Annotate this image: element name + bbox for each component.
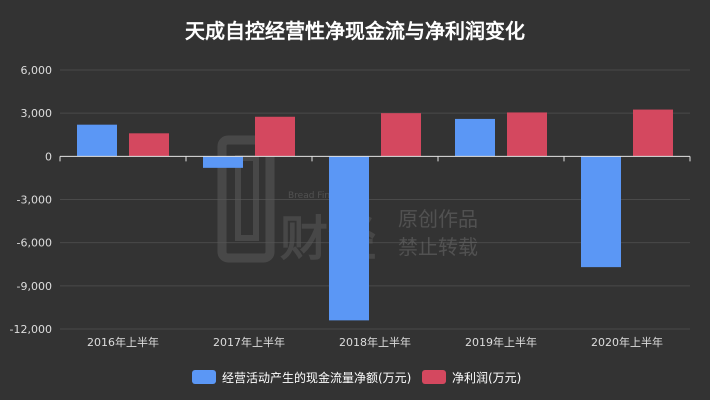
watermark-logo-inner: [235, 155, 259, 241]
net-profit-bar: [633, 109, 673, 157]
watermark-line2: 禁止转载: [398, 235, 478, 259]
x-tick-label: 2017年上半年: [213, 335, 285, 349]
net-profit-bar: [507, 112, 547, 157]
chart-title: 天成自控经营性净现金流与净利润变化: [185, 19, 525, 43]
y-tick-label: 6,000: [21, 64, 53, 77]
y-tick-label: 3,000: [21, 107, 53, 120]
legend-label: 经营活动产生的现金流量净额(万元): [222, 370, 411, 385]
y-tick-label: -3,000: [17, 194, 52, 207]
net-profit-bar: [381, 113, 421, 157]
cashflow-bar: [581, 156, 621, 268]
y-tick-label: -12,000: [10, 323, 52, 336]
legend-swatch: [192, 370, 216, 384]
watermark-logo-icon: [217, 135, 275, 263]
legend-swatch: [422, 370, 446, 384]
x-tick-label: 2018年上半年: [339, 335, 411, 349]
watermark-brand-en: Bread Finance: [288, 191, 352, 201]
legend: 经营活动产生的现金流量净额(万元) 净利润(万元): [192, 370, 521, 385]
x-tick-label: 2016年上半年: [87, 335, 159, 349]
x-tick-label: 2019年上半年: [465, 335, 537, 349]
x-tick-label: 2020年上半年: [591, 335, 663, 349]
watermark-line1: 原创作品: [398, 207, 478, 231]
cashflow-bar: [329, 156, 369, 321]
bars: [77, 109, 673, 321]
y-tick-label: -9,000: [17, 280, 52, 293]
axes: 6,000 3,000 0 -3,000 -6,000 -9,000 -12,000 2016…: [10, 64, 691, 349]
cashflow-bar: [455, 118, 495, 157]
y-tick-label: -6,000: [17, 237, 52, 250]
net-profit-bar: [255, 116, 295, 157]
cashflow-bar: [77, 124, 117, 157]
net-profit-bar: [129, 133, 169, 157]
cashflow-bar: [203, 156, 243, 168]
legend-label: 净利润(万元): [452, 371, 521, 385]
y-tick-label: 0: [45, 150, 52, 163]
